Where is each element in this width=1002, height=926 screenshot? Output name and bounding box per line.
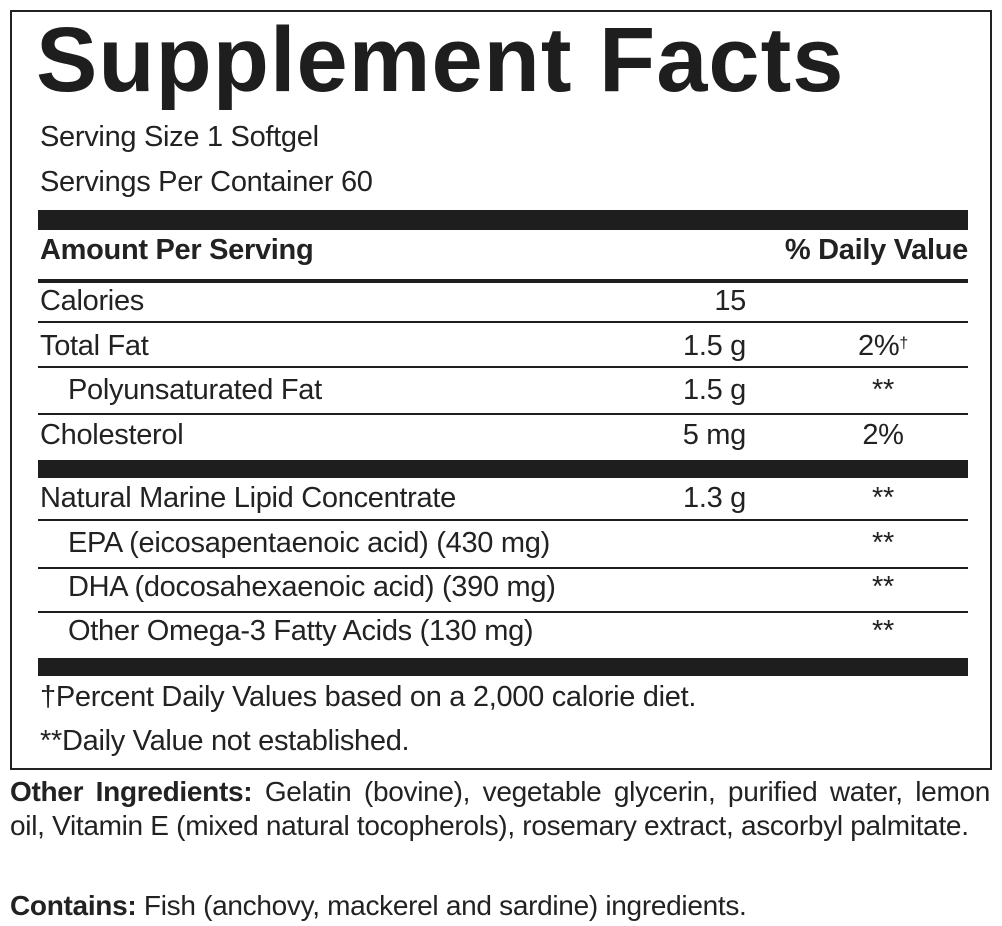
amount-header: Amount Per Serving xyxy=(40,234,314,266)
label-box xyxy=(10,10,992,770)
daily-value-text: 2% xyxy=(862,419,904,451)
nutrient-name: Cholesterol xyxy=(40,419,184,451)
thin-rule xyxy=(38,413,968,415)
daily-value-text: 2% xyxy=(858,330,900,362)
nutrient-name: Natural Marine Lipid Concentrate xyxy=(40,482,456,514)
thick-rule xyxy=(38,460,968,478)
thin-rule xyxy=(38,611,968,613)
nutrient-name: Polyunsaturated Fat xyxy=(68,374,322,406)
daily-value: ** xyxy=(783,481,983,515)
daily-value: 2% xyxy=(783,418,983,452)
nutrient-name: Calories xyxy=(40,285,144,317)
thin-rule xyxy=(38,519,968,521)
nutrient-name: Total Fat xyxy=(40,330,149,362)
nutrient-amount: 1.3 g xyxy=(683,482,746,514)
thin-rule xyxy=(38,366,968,368)
other-ingredients-label: Other Ingredients: xyxy=(10,776,253,807)
daily-value-text: ** xyxy=(872,571,894,603)
daily-value-text: ** xyxy=(872,482,894,514)
nutrient-amount: 5 mg xyxy=(682,419,747,451)
serving-size: Serving Size 1 Softgel xyxy=(40,121,319,153)
contains-label: Contains: xyxy=(10,890,137,921)
footnote: **Daily Value not established. xyxy=(40,725,410,757)
daily-value-text: ** xyxy=(872,615,894,647)
other-ingredients-text: Gelatin (bovine), vegetable glycerin, pu… xyxy=(10,776,991,841)
daily-value: ** xyxy=(783,373,983,407)
title: Supplement Facts xyxy=(36,9,845,111)
contains-text: Fish (anchovy, mackerel and sardine) ing… xyxy=(143,890,747,921)
daily-value-text: ** xyxy=(872,527,894,559)
thin-rule xyxy=(38,567,968,569)
daily-value-note: † xyxy=(899,335,908,352)
nutrient-name: DHA (docosahexaenoic acid) (390 mg) xyxy=(68,571,556,603)
thick-rule xyxy=(38,658,968,676)
thin-rule xyxy=(38,321,968,323)
nutrient-name: EPA (eicosapentaenoic acid) (430 mg) xyxy=(68,527,550,559)
daily-value: ** xyxy=(783,614,983,648)
other-ingredients: Other Ingredients: Gelatin (bovine), veg… xyxy=(10,775,990,843)
nutrient-amount: 15 xyxy=(714,285,746,317)
nutrient-amount: 1.5 g xyxy=(683,330,746,362)
servings-per-container: Servings Per Container 60 xyxy=(40,166,373,198)
daily-value: 2%† xyxy=(783,329,983,363)
daily-value-text: ** xyxy=(872,374,894,406)
daily-value: ** xyxy=(783,570,983,604)
thick-rule xyxy=(38,210,968,230)
daily-value: ** xyxy=(783,526,983,560)
medium-rule xyxy=(38,279,968,283)
nutrient-amount: 1.5 g xyxy=(683,374,746,406)
contains: Contains: Fish (anchovy, mackerel and sa… xyxy=(10,889,990,923)
daily-value-header: % Daily Value xyxy=(784,234,968,266)
nutrient-name: Other Omega-3 Fatty Acids (130 mg) xyxy=(68,615,534,647)
footnote: †Percent Daily Values based on a 2,000 c… xyxy=(40,681,697,713)
